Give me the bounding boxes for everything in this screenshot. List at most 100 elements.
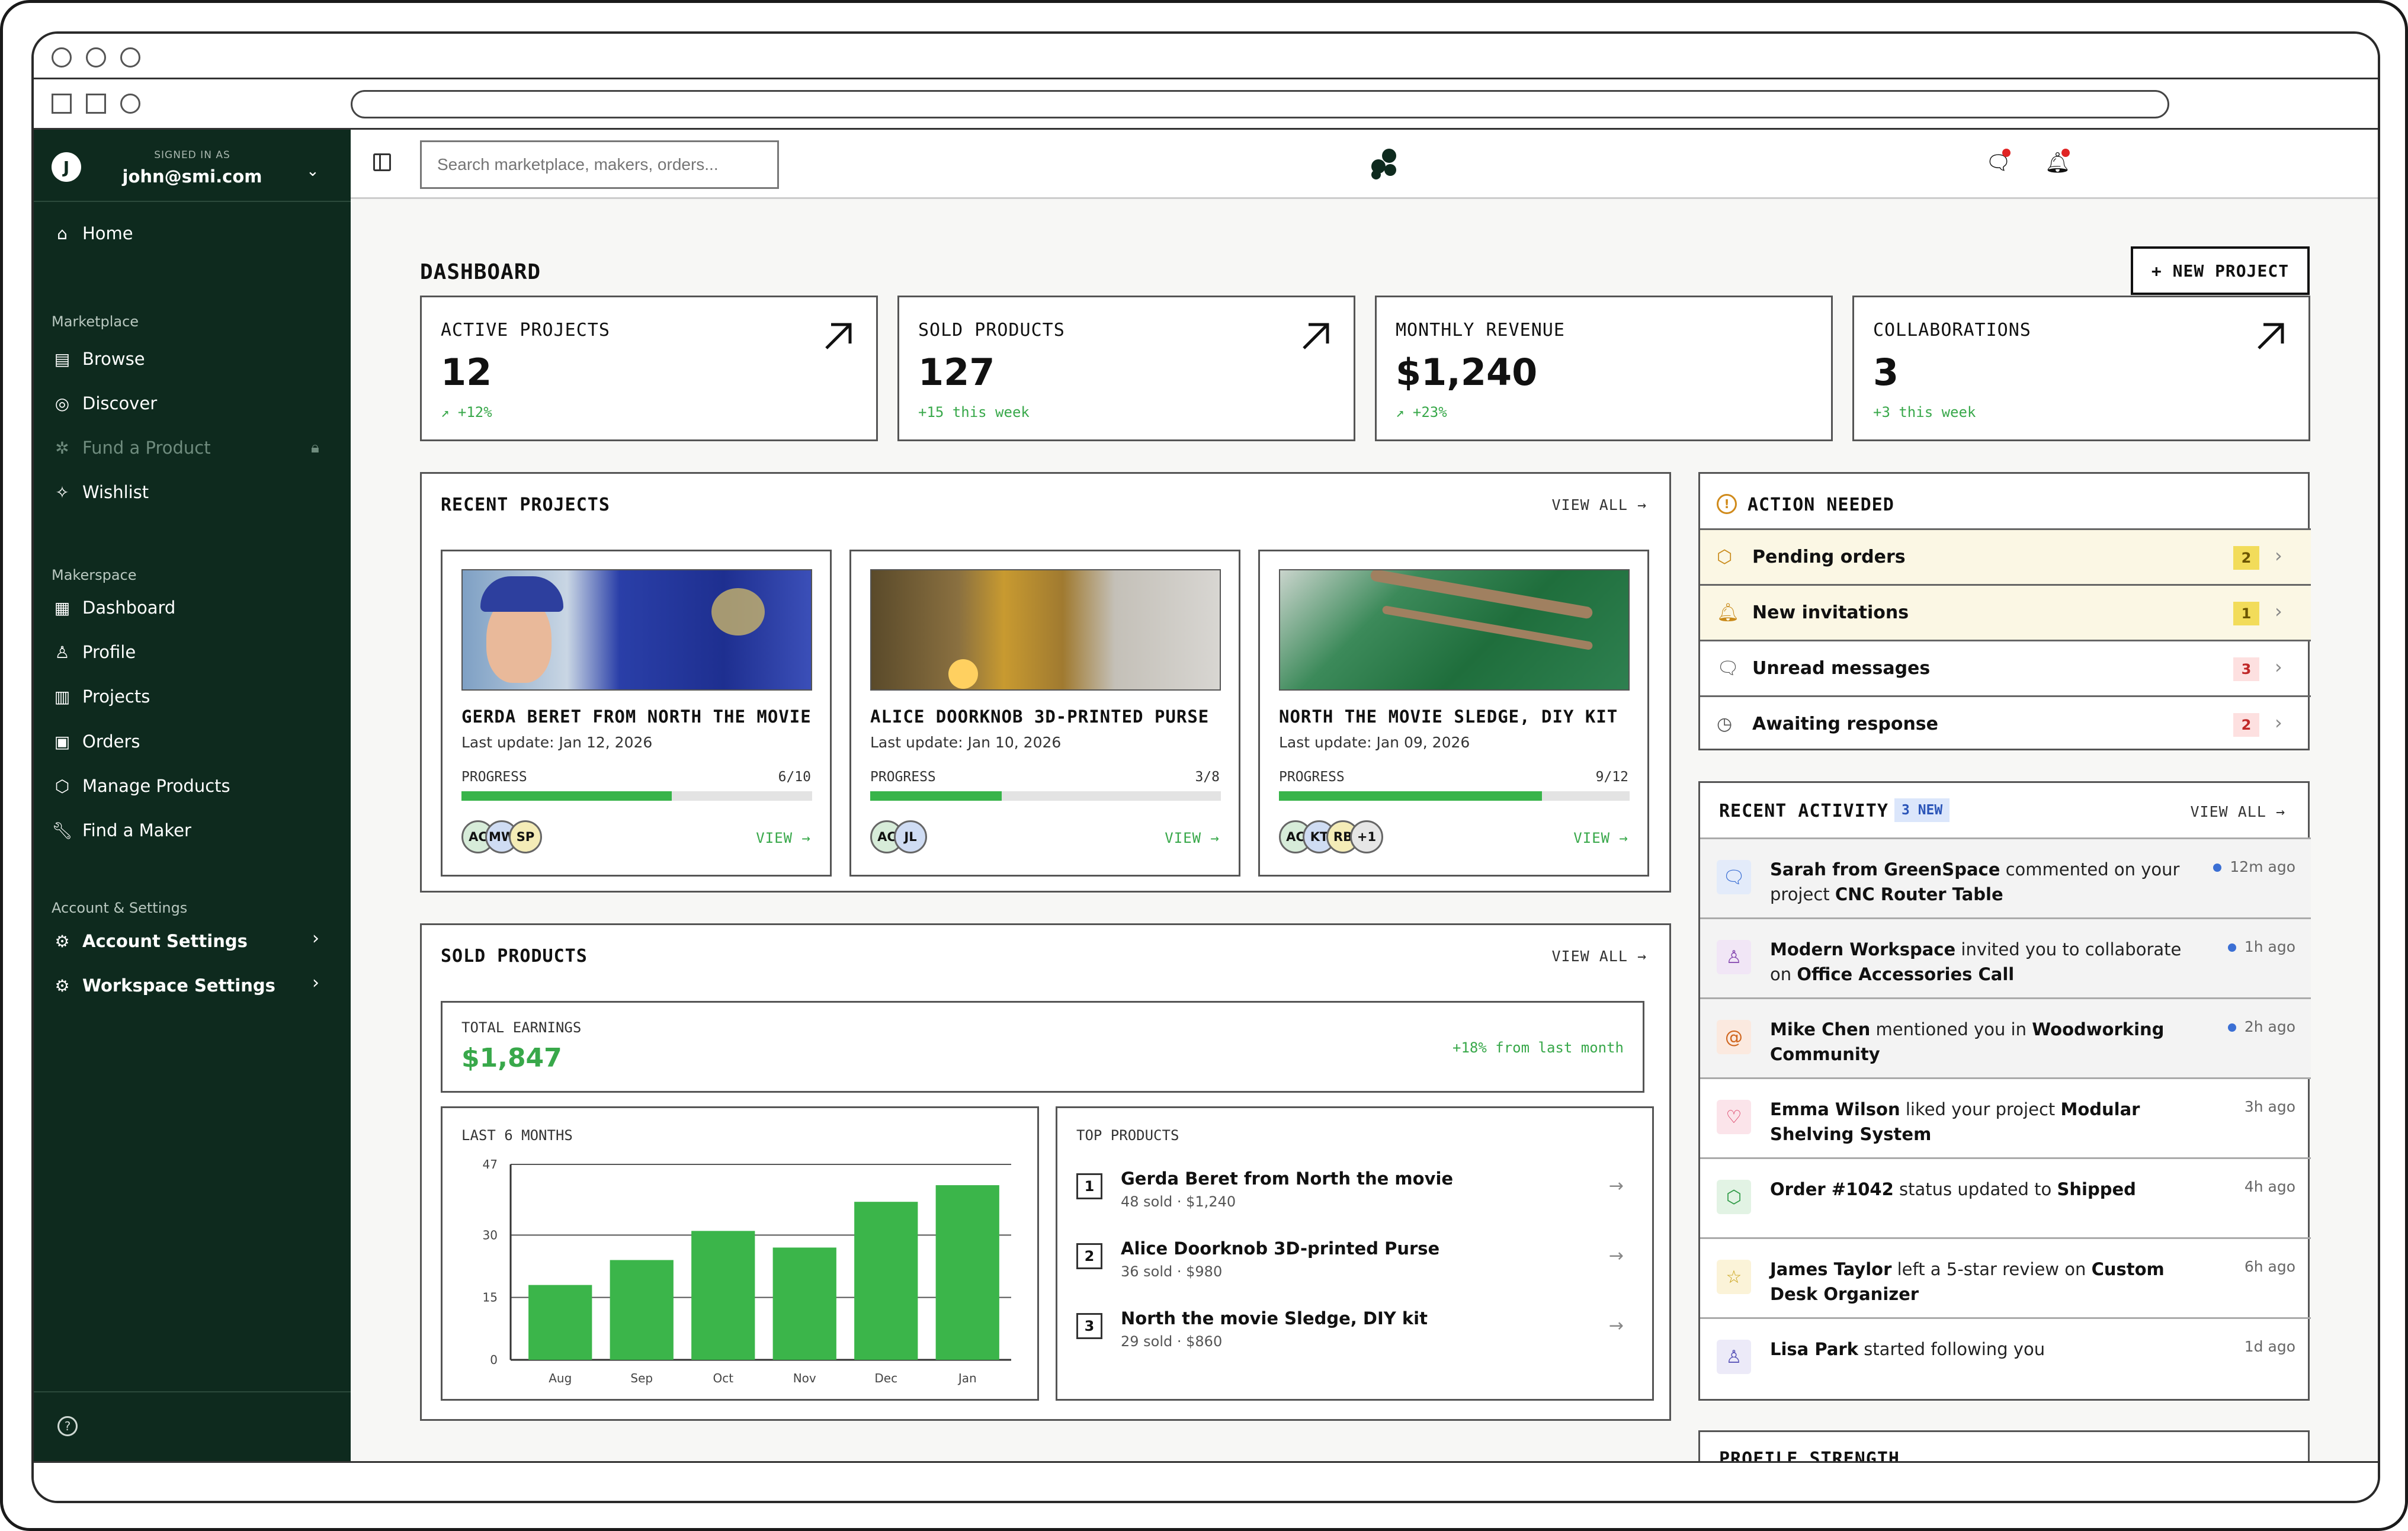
product-sales: 36 sold · $980 [1121,1263,1223,1280]
unread-dot [2061,149,2070,157]
x-tick-label: Oct [713,1371,733,1385]
chevron-down-icon[interactable]: ⌄ [306,162,319,180]
message-icon[interactable]: 🗨︎ [1986,149,2011,175]
sidebar: J SIGNED IN AS john@smi.com ⌄ ⌂ Home Mark… [34,130,351,1461]
chevron-right-icon[interactable]: › [312,928,319,949]
chevron-right-icon[interactable]: › [312,972,319,993]
user-switcher[interactable]: J SIGNED IN AS john@smi.com ⌄ [34,130,351,202]
project-updated: Last update: Jan 10, 2026 [870,734,1062,751]
sidebar-toggle-icon[interactable] [373,153,391,171]
browser-window: J SIGNED IN AS john@smi.com ⌄ ⌂ Home Mark… [31,31,2380,1503]
action-row-pending-orders[interactable]: ⬡ Pending orders 2 › [1700,528,2311,584]
stat-label: ACTIVE PROJECTS [441,320,610,341]
stat-change: +15 this week [918,404,1030,421]
top-product-row[interactable]: 3 North the movie Sledge, DIY kit 29 sol… [1076,1302,1636,1362]
package-icon: ⬡ [54,776,70,796]
stat-card-collaborations[interactable]: COLLABORATIONS 3 +3 this week [1852,296,2310,441]
rank-badge: 2 [1076,1243,1102,1269]
sidebar-item-account-settings[interactable]: ⚙ Account Settings [52,926,247,956]
stat-card-sold-products[interactable]: SOLD PRODUCTS 127 +15 this week [897,296,1355,441]
project-title: ALICE DOORKNOB 3D-PRINTED PURSE [870,707,1210,727]
view-project-link[interactable]: VIEW → [756,830,811,846]
unread-dot [2002,149,2011,157]
gear-icon: ⚙ [54,975,70,996]
minimize-window-button[interactable] [86,47,106,68]
chart-bar [772,1247,836,1360]
x-tick-label: Sep [630,1371,653,1385]
sidebar-item-projects[interactable]: ▥ Projects [52,682,150,711]
view-all-link[interactable]: VIEW ALL → [1551,948,1647,965]
activity-item[interactable]: ⬡ Order #1042 status updated to Shipped … [1700,1157,2311,1237]
activity-item[interactable]: ☆ James Taylor left a 5-star review on C… [1700,1237,2311,1317]
arrow-up-right-icon[interactable] [2255,321,2286,352]
view-all-link[interactable]: VIEW ALL → [1551,496,1647,513]
close-window-button[interactable] [52,47,72,68]
profile-strength-panel: PROFILE STRENGTH [1698,1430,2310,1461]
progress-bar [461,791,812,801]
sidebar-footer: ? [34,1391,351,1461]
sidebar-item-discover[interactable]: ◎ Discover [52,389,157,418]
activity-time: 1h ago [2227,938,2295,955]
project-card[interactable]: ALICE DOORKNOB 3D-PRINTED PURSE Last upd… [849,550,1240,877]
top-product-row[interactable]: 1 Gerda Beret from North the movie 48 so… [1076,1163,1636,1222]
toolbar-button-1[interactable] [52,94,72,114]
top-products-label: TOP PRODUCTS [1076,1127,1179,1144]
view-project-link[interactable]: VIEW → [1573,830,1628,846]
view-project-link[interactable]: VIEW → [1165,830,1220,846]
stat-label: COLLABORATIONS [1873,320,2031,341]
activity-item[interactable]: ♡ Emma Wilson liked your project Modular… [1700,1077,2311,1157]
sidebar-item-manage-products[interactable]: ⬡ Manage Products [52,771,230,801]
rank-badge: 1 [1076,1173,1102,1199]
sidebar-item-browse[interactable]: ▤ Browse [52,344,145,374]
sidebar-item-dashboard[interactable]: ▦ Dashboard [52,593,176,622]
chevron-right-icon: › [2275,656,2282,678]
notification-bell-icon[interactable]: 🔔︎ [2045,149,2070,175]
action-row-unread-messages[interactable]: 🗨︎ Unread messages 3 › [1700,640,2311,695]
arrow-up-right-icon[interactable] [1300,321,1331,352]
search-input[interactable] [420,140,779,189]
sidebar-item-profile[interactable]: ♙ Profile [52,637,136,667]
activity-item[interactable]: ♙ Lisa Park started following you 1d ago [1700,1317,2311,1397]
activity-item[interactable]: 🗨︎ Sarah from GreenSpace commented on yo… [1700,837,2311,917]
sidebar-item-label: Browse [82,349,145,369]
sales-chart-box: LAST 6 MONTHS 47 30 15 0 Aug Sep Oct Nov Dec Jan [441,1106,1039,1401]
progress-fill [1279,791,1542,801]
progress-value: 3/8 [1195,769,1220,785]
progress-label: PROGRESS [461,769,527,785]
activity-item[interactable]: @ Mike Chen mentioned you in Woodworking… [1700,997,2311,1077]
x-tick-label: Dec [874,1371,897,1385]
sidebar-item-wishlist[interactable]: ✧ Wishlist [52,477,149,507]
stat-card-active-projects[interactable]: ACTIVE PROJECTS 12 ↗ +12% [420,296,878,441]
sidebar-item-orders[interactable]: ▣ Orders [52,727,140,756]
sidebar-item-workspace-settings[interactable]: ⚙ Workspace Settings [52,971,275,1000]
maximize-window-button[interactable] [120,47,140,68]
action-label: Pending orders [1752,547,1906,567]
sidebar-item-home[interactable]: ⌂ Home [52,219,133,248]
sidebar-item-find-maker[interactable]: 🔧︎ Find a Maker [52,816,191,845]
sidebar-item-label: Workspace Settings [82,975,275,996]
top-product-row[interactable]: 2 Alice Doorknob 3D-printed Purse 36 sol… [1076,1232,1636,1292]
view-all-link[interactable]: VIEW ALL → [2190,803,2285,820]
sidebar-section-makerspace: Makerspace [52,567,137,583]
bar-chart: 47 30 15 0 Aug Sep Oct Nov Dec Jan [483,1157,1011,1385]
address-bar[interactable] [351,90,2169,118]
activity-item[interactable]: ♙ Modern Workspace invited you to collab… [1700,917,2311,997]
panel-title: RECENT ACTIVITY [1719,801,1888,821]
new-project-button[interactable]: + NEW PROJECT [2131,246,2310,295]
arrow-up-right-icon[interactable] [823,321,854,352]
help-icon[interactable]: ? [57,1416,78,1436]
chevron-right-icon: › [2275,600,2282,622]
chart-bar [854,1202,918,1360]
project-card[interactable]: NORTH THE MOVIE SLEDGE, DIY KIT Last upd… [1258,550,1649,877]
project-card[interactable]: GERDA BERET FROM NORTH THE MOVIE Last up… [441,550,832,877]
project-title: GERDA BERET FROM NORTH THE MOVIE [461,707,812,727]
action-row-new-invitations[interactable]: 🔔︎ New invitations 1 › [1700,584,2311,640]
toolbar-button-3[interactable] [120,94,140,114]
stat-value: 3 [1873,351,1899,394]
progress-value: 9/12 [1595,769,1628,785]
product-sales: 29 sold · $860 [1121,1333,1223,1350]
at-sign-icon: @ [1717,1020,1751,1054]
compass-icon: ◎ [54,393,70,413]
action-row-awaiting-response[interactable]: ◷ Awaiting response 2 › [1700,695,2311,751]
toolbar-button-2[interactable] [86,94,106,114]
